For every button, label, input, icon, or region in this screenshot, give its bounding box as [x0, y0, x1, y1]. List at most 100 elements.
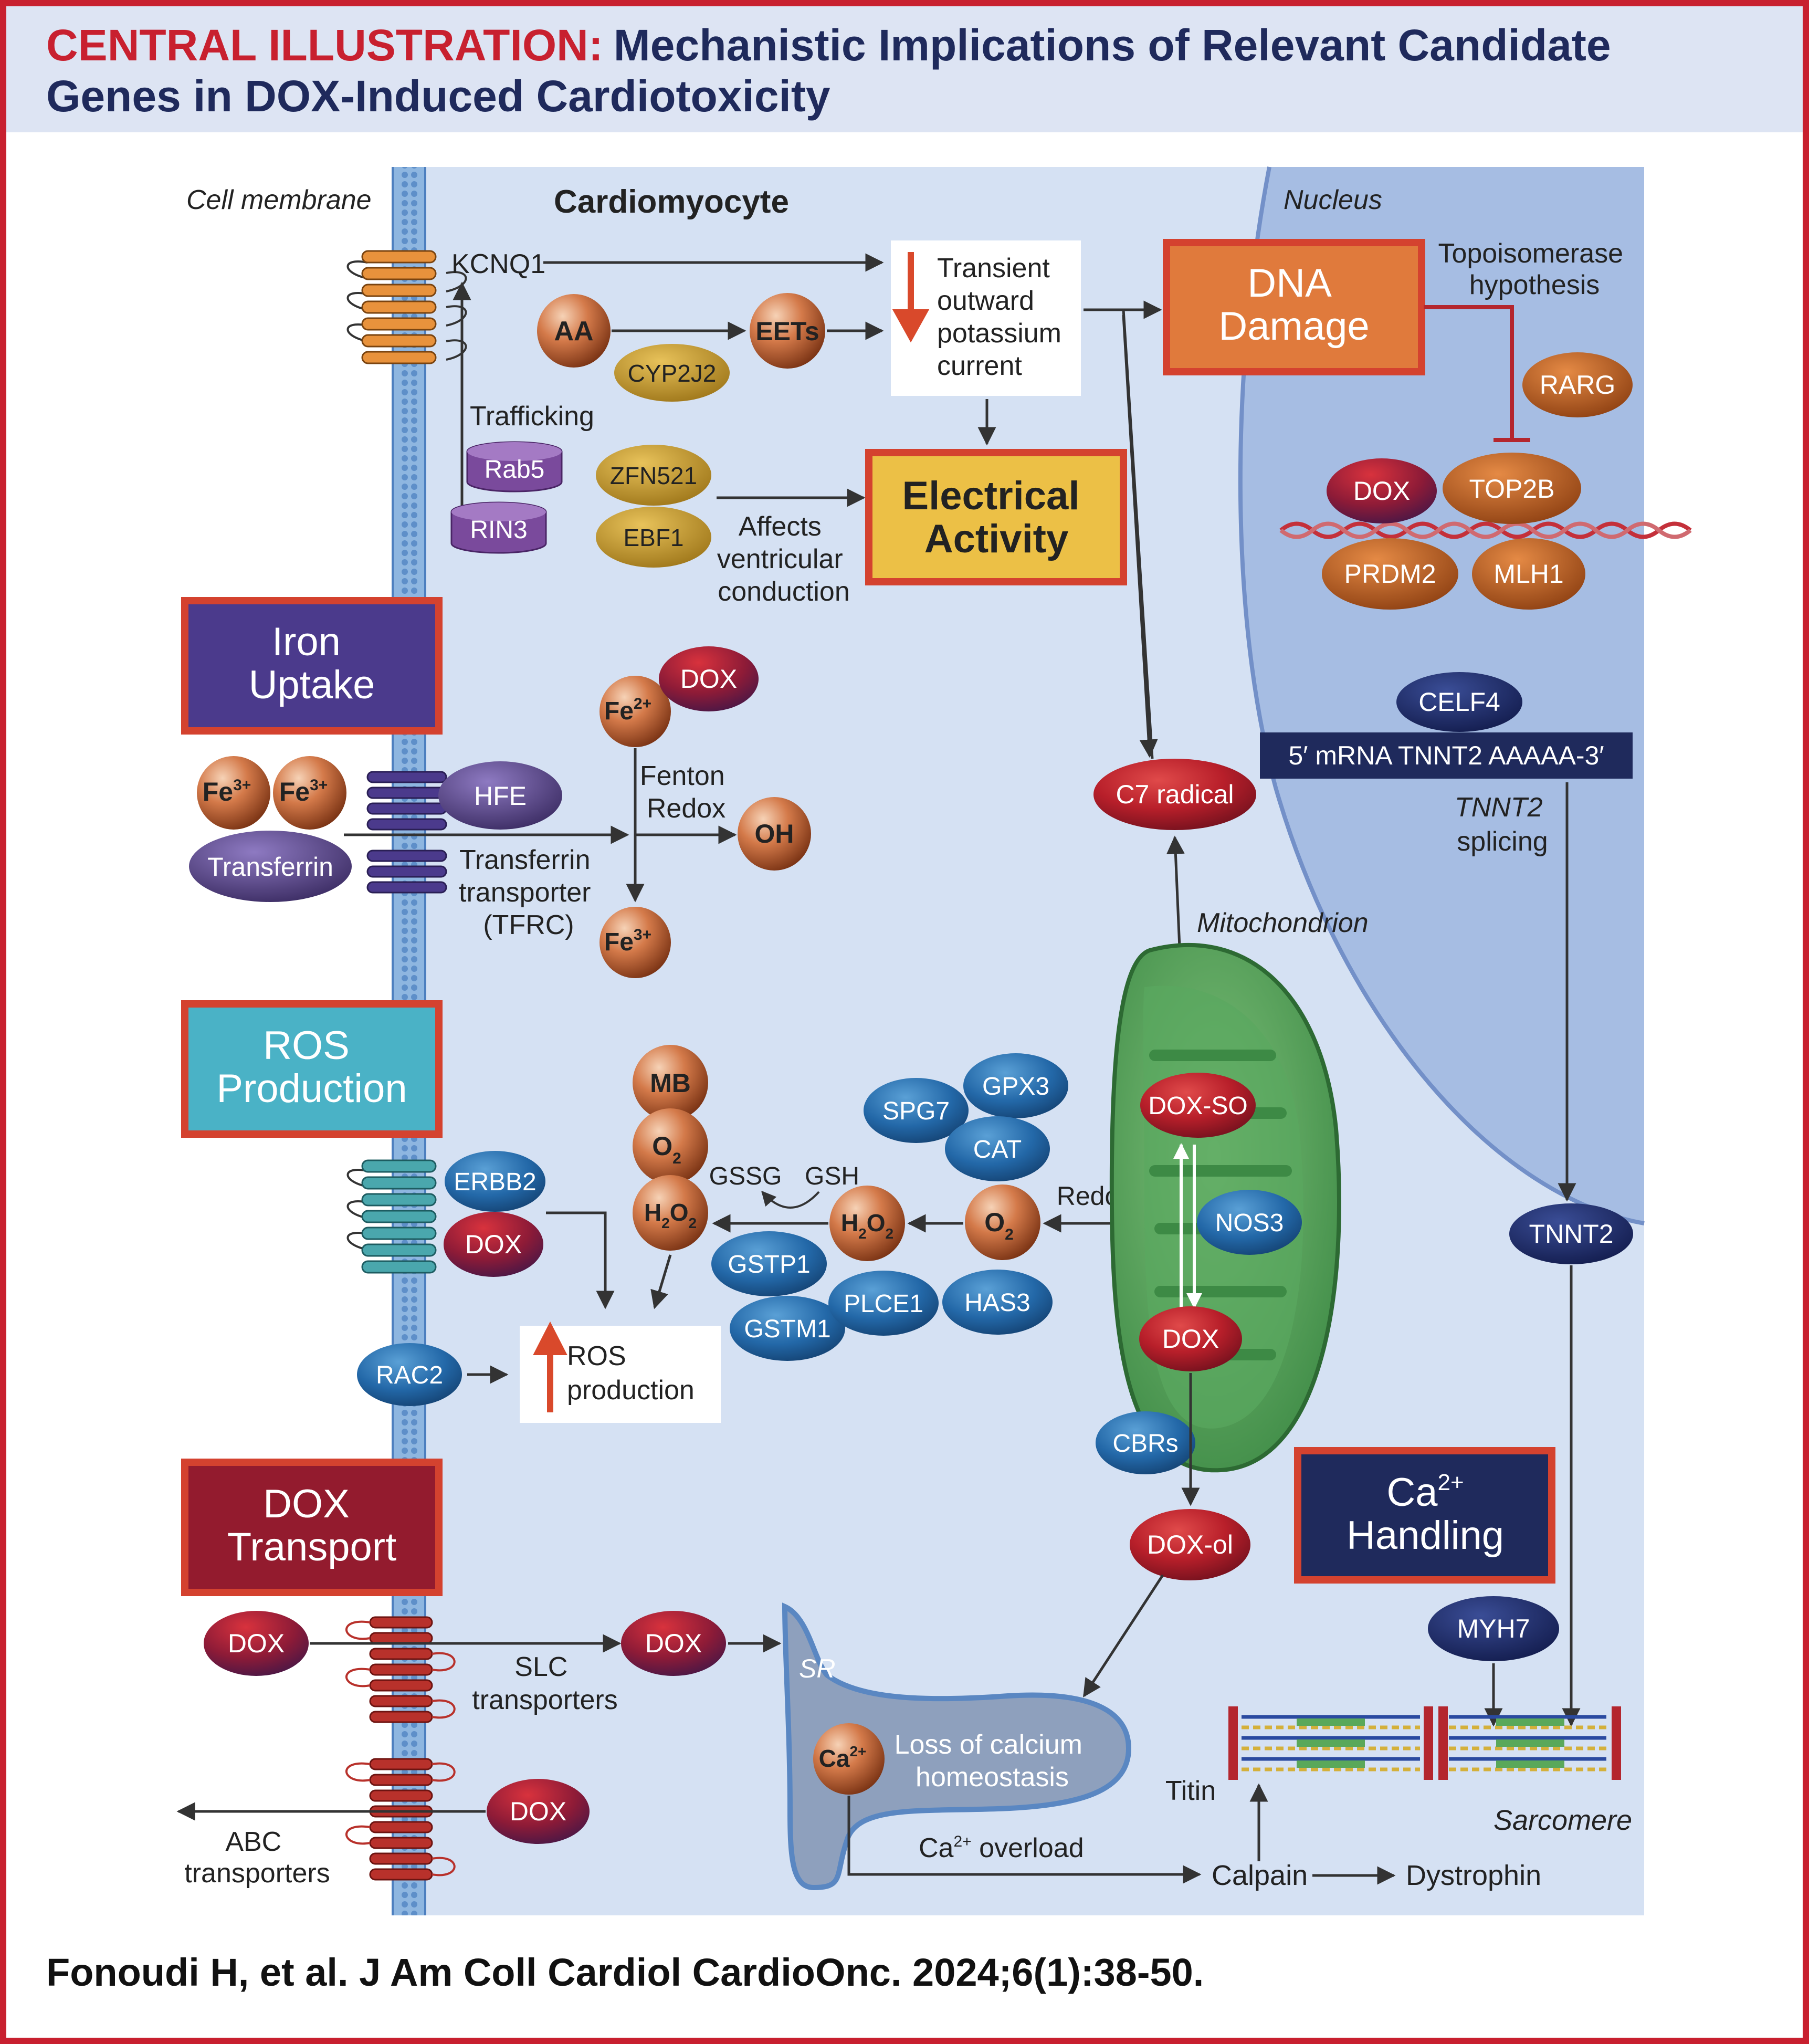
prdm2-label: PRDM2 — [1344, 559, 1436, 589]
abc-transporter-icon — [345, 1758, 456, 1881]
has3-node — [942, 1270, 1053, 1335]
plce1-label: PLCE1 — [844, 1290, 923, 1318]
affects-conduction-label: Affects ventricular conduction — [717, 511, 850, 607]
header-title-line1: Mechanistic Implications of Relevant Can… — [614, 20, 1611, 70]
gsh-label: GSH — [805, 1162, 859, 1190]
dox-so-node — [1140, 1073, 1256, 1138]
zfn521-node — [596, 445, 711, 506]
erbb2-channel-icon — [346, 1159, 437, 1274]
h2o2-label-1: H2O2 — [644, 1199, 697, 1231]
electrical-activity-box — [865, 449, 1127, 585]
dox-transport-title: DOX Transport — [227, 1482, 396, 1569]
h2o2-molecule-2 — [829, 1186, 905, 1261]
cyp2j2-label: CYP2J2 — [628, 360, 717, 387]
erbb2-node — [445, 1151, 545, 1212]
ebf1-node — [596, 507, 711, 568]
slc-transporters-label: SLC transporters — [472, 1652, 617, 1715]
cyp2j2-node — [614, 344, 730, 402]
ros-production-title: ROS Production — [216, 1023, 407, 1111]
ca-overload-arrow — [847, 1796, 1202, 1884]
gstp1-label: GSTP1 — [728, 1251, 810, 1278]
kcnq1-label: KCNQ1 — [451, 249, 545, 279]
top2b-node — [1443, 453, 1581, 524]
c7-to-dna-line — [1084, 308, 1154, 759]
gstm1-label: GSTM1 — [744, 1315, 830, 1343]
zfn521-label: ZFN521 — [610, 462, 697, 489]
gstp1-node — [711, 1231, 827, 1296]
nos3-label: NOS3 — [1215, 1209, 1284, 1237]
dox-ros-node — [444, 1212, 543, 1277]
dox-extracellular-node — [204, 1611, 309, 1676]
ca-overload-label: Ca2+ overload — [919, 1833, 1084, 1863]
ca-molecule — [813, 1723, 885, 1795]
dna-damage-box — [1163, 239, 1425, 375]
transferrin-label: Transferrin — [207, 852, 333, 882]
mitochondrion-label: Mitochondrion — [1197, 908, 1369, 938]
celf4-node — [1396, 672, 1522, 732]
sarcoplasmic-reticulum — [782, 1602, 1132, 1891]
hfe-label: HFE — [474, 781, 527, 811]
oh-molecule — [738, 797, 811, 871]
mlh1-node — [1472, 538, 1585, 610]
arrow-up-icon — [533, 1321, 567, 1412]
tfrc-channel-icon — [366, 771, 447, 894]
rab5-node: Rab5 — [466, 441, 563, 492]
rin3-node: RIN3 — [450, 501, 547, 554]
rac2-node — [357, 1343, 462, 1406]
dox-transport-box — [181, 1459, 443, 1596]
oh-label: OH — [755, 819, 794, 848]
rac2-label: RAC2 — [376, 1361, 443, 1389]
dox-intracellular-node — [621, 1611, 726, 1676]
hfe-node — [438, 761, 562, 830]
c7-radical-label: C7 radical — [1116, 780, 1234, 809]
fe3-label-3: Fe3+ — [604, 926, 651, 956]
sr-label: SR — [799, 1654, 835, 1683]
cell-membrane-label: Cell membrane — [186, 185, 372, 215]
tnnt2-splicing-label: TNNT2 splicing — [1455, 792, 1550, 857]
myh7-node — [1428, 1596, 1559, 1661]
gsh-gssg-arrow — [761, 1190, 820, 1209]
electrical-activity-title: Electrical Activity — [902, 474, 1090, 561]
dna-helix-icon — [1279, 521, 1692, 539]
ros-production-box — [181, 1000, 443, 1138]
calpain-label: Calpain — [1212, 1860, 1308, 1891]
rarg-node — [1522, 352, 1633, 417]
mlh1-label: MLH1 — [1494, 559, 1563, 589]
transferrin-node — [189, 831, 352, 902]
gpx3-node — [963, 1053, 1068, 1118]
h2o2-molecule-1 — [633, 1175, 708, 1251]
o2-molecule-1 — [633, 1108, 708, 1184]
header-title-line2: Genes in DOX-Induced Cardiotoxicity — [46, 71, 830, 121]
gpx3-label: GPX3 — [982, 1073, 1049, 1100]
dox-iron-label: DOX — [680, 664, 737, 694]
mb-molecule — [633, 1045, 708, 1120]
ebf1-label: EBF1 — [623, 524, 683, 551]
rarg-label: RARG — [1540, 370, 1615, 400]
dox-intracellular-label: DOX — [645, 1629, 702, 1658]
dna-damage-title: DNA Damage — [1218, 261, 1369, 349]
mb-label: MB — [650, 1068, 691, 1098]
dox-ros-label: DOX — [465, 1230, 522, 1259]
dox-ol-label: DOX-ol — [1147, 1530, 1233, 1559]
ros-production-result-label: ROS production — [567, 1341, 695, 1406]
nos3-node — [1197, 1190, 1302, 1255]
sarcomere-icon — [1228, 1706, 1621, 1780]
dox-efflux-label: DOX — [510, 1797, 566, 1826]
dox-nucleus-node — [1327, 458, 1437, 523]
svg-text:RIN3: RIN3 — [470, 516, 527, 544]
gstm1-node — [730, 1296, 845, 1361]
tnnt2-label: TNNT2 — [1529, 1219, 1613, 1249]
header-band — [6, 6, 1803, 132]
spg7-label: SPG7 — [882, 1097, 950, 1125]
abc-transporters-label: ABC transporters — [184, 1827, 330, 1889]
cardiomyocyte-label: Cardiomyocyte — [554, 184, 789, 220]
ca-handling-box — [1294, 1447, 1555, 1584]
celf4-label: CELF4 — [1418, 687, 1500, 717]
fe3-label-2: Fe3+ — [279, 777, 328, 806]
myh7-label: MYH7 — [1457, 1614, 1530, 1643]
kcnq1-channel-icon — [346, 250, 467, 364]
dox-iron-node — [659, 646, 759, 711]
dox-efflux-node — [487, 1779, 590, 1844]
